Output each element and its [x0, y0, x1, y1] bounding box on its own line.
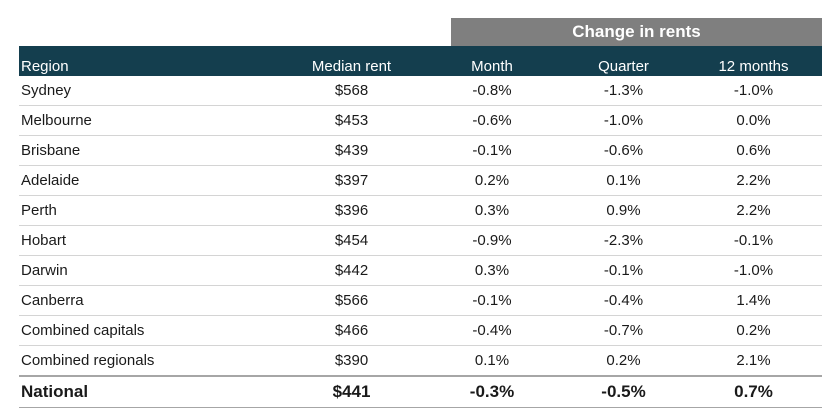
cell-12-months: -1.0% [685, 76, 822, 106]
cell-median-rent: $466 [281, 315, 422, 346]
cell-month: 0.3% [422, 195, 562, 226]
cell-region: National [19, 375, 281, 408]
rent-table: Region Median rent Month Quarter 12 mont… [19, 46, 822, 408]
cell-month: 0.1% [474, 352, 510, 369]
cell-median-rent: $453 [281, 105, 422, 136]
cell-12-months: 0.2% [685, 315, 822, 346]
cell-month: -0.8% [422, 76, 562, 106]
cell-quarter: -0.6% [562, 135, 685, 166]
change-in-rents-header: Change in rents [451, 18, 822, 46]
table-row: Brisbane $439 -0.1% -0.6% 0.6% [19, 135, 822, 166]
cell-12-months: 0.0% [685, 105, 822, 136]
cell-month: -0.4% [422, 315, 562, 346]
header-row: Region Median rent Month Quarter 12 mont… [19, 46, 822, 76]
cell-region: Canberra [19, 285, 281, 316]
cell-median-rent: $397 [281, 165, 422, 196]
cell-region: Darwin [19, 255, 281, 286]
cell-region: Hobart [19, 225, 281, 256]
cell-median-rent: $439 [281, 135, 422, 166]
cell-month: 0.3% [422, 255, 562, 286]
table-row: Combined regionals $390 0.1% 0.2% 2.1% [19, 346, 822, 377]
table-row: Adelaide $397 0.2% 0.1% 2.2% [19, 165, 822, 196]
cell-12-months: 2.1% [736, 352, 771, 369]
table-row: Sydney $568 -0.8% -1.3% -1.0% [19, 76, 822, 106]
cell-region: Melbourne [19, 105, 281, 136]
cell-quarter: 0.1% [562, 165, 685, 196]
column-header-quarter: Quarter [562, 46, 685, 76]
cell-quarter: -1.0% [562, 105, 685, 136]
cell-12-months: -1.0% [685, 255, 822, 286]
cell-quarter: -0.5% [562, 375, 685, 408]
cell-12-months: 2.2% [685, 195, 822, 226]
cell-month: 0.2% [422, 165, 562, 196]
cell-region: Brisbane [19, 135, 281, 166]
cell-region: Adelaide [19, 165, 281, 196]
cell-12-months: 1.4% [685, 285, 822, 316]
table-row: Perth $396 0.3% 0.9% 2.2% [19, 195, 822, 226]
cell-median-rent: $396 [281, 195, 422, 226]
cell-median-rent: $390 [334, 352, 369, 369]
cell-quarter: -0.1% [562, 255, 685, 286]
cell-month: -0.9% [422, 225, 562, 256]
cell-12-months: 0.6% [685, 135, 822, 166]
cell-quarter: -2.3% [562, 225, 685, 256]
cell-12-months: -0.1% [685, 225, 822, 256]
national-row: National $441 -0.3% -0.5% 0.7% [19, 375, 822, 408]
table-row: Darwin $442 0.3% -0.1% -1.0% [19, 255, 822, 286]
cell-month: -0.3% [422, 375, 562, 408]
cell-region: Sydney [19, 76, 281, 106]
cell-region: Perth [19, 195, 281, 226]
cell-median-rent: $442 [281, 255, 422, 286]
cell-median-rent: $454 [281, 225, 422, 256]
cell-quarter: -0.4% [562, 285, 685, 316]
cell-12-months: 0.7% [685, 375, 822, 408]
cell-region: Combined capitals [19, 315, 281, 346]
column-header-region: Region [19, 46, 281, 76]
cell-median-rent: $566 [281, 285, 422, 316]
cell-month: -0.6% [422, 105, 562, 136]
cell-12-months: 2.2% [685, 165, 822, 196]
column-header-median-rent: Median rent [281, 46, 422, 76]
cell-median-rent: $568 [281, 76, 422, 106]
cell-median-rent: $441 [281, 375, 422, 408]
cell-month: -0.1% [422, 135, 562, 166]
cell-quarter: -0.7% [562, 315, 685, 346]
column-header-12-months: 12 months [685, 46, 822, 76]
column-header-month: Month [422, 46, 562, 76]
cell-month: -0.1% [422, 285, 562, 316]
cell-quarter: -1.3% [562, 76, 685, 106]
cell-quarter: 0.2% [606, 352, 641, 369]
table-row: Hobart $454 -0.9% -2.3% -0.1% [19, 225, 822, 256]
table-row: Combined capitals $466 -0.4% -0.7% 0.2% [19, 315, 822, 346]
cell-quarter: 0.9% [562, 195, 685, 226]
table-row: Melbourne $453 -0.6% -1.0% 0.0% [19, 105, 822, 136]
table-row: Canberra $566 -0.1% -0.4% 1.4% [19, 285, 822, 316]
cell-region: Combined regionals [21, 352, 155, 369]
